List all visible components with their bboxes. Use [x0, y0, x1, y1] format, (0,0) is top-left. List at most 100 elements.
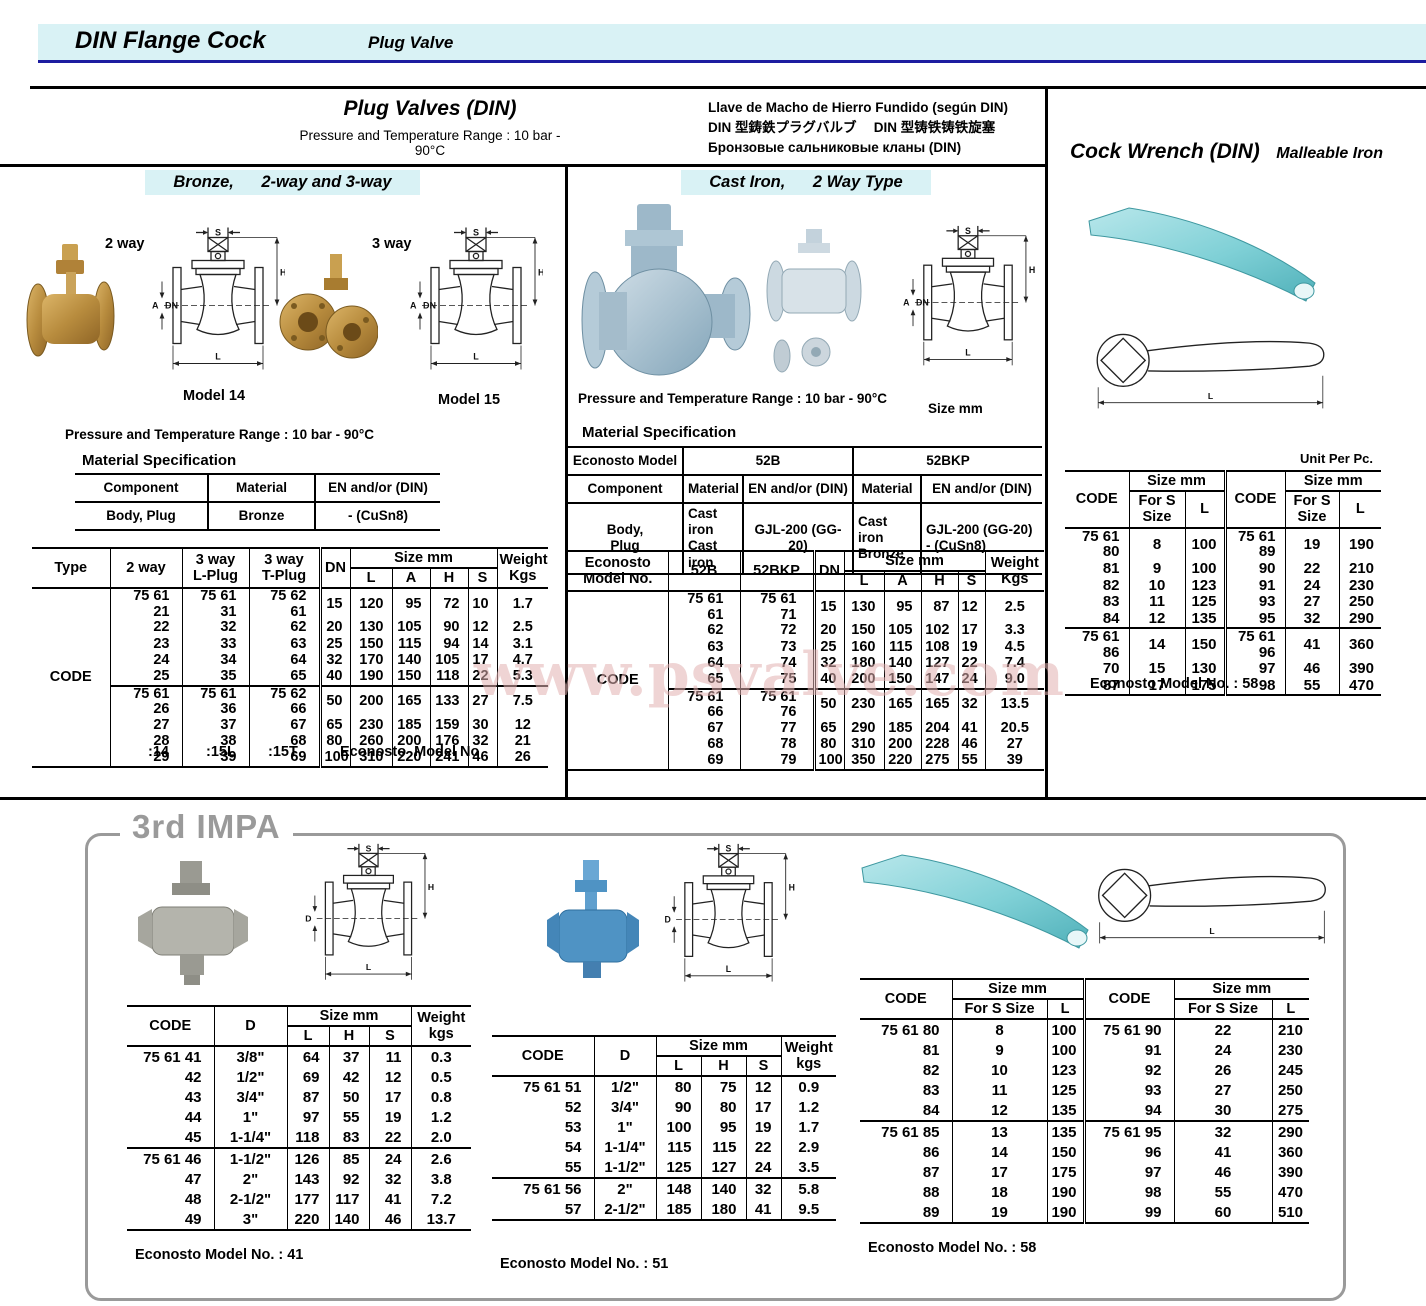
table-row: 75 61 80 8 100 75 61 89 19 190: [1065, 527, 1381, 561]
pressure-range-note: Pressure and Temperature Range : 10 bar …: [299, 128, 561, 158]
table-cell: 210: [1271, 1019, 1309, 1041]
table-cell: 133: [429, 684, 468, 718]
impa-left-drawing: S H A DN D L: [293, 840, 443, 998]
table-cell: 78: [739, 736, 814, 753]
table-cell: 81: [922, 1041, 940, 1059]
cast-pressure-note: Pressure and Temperature Range : 10 bar …: [578, 391, 888, 406]
table-cell: 50: [328, 1087, 369, 1108]
table-cell: 9.0: [984, 671, 1045, 689]
table-cell: 140: [391, 652, 430, 669]
table-cell: 75 61 61: [667, 591, 740, 623]
table-cell: 105: [429, 652, 468, 669]
valve-drawing: S H A DN D L: [664, 844, 795, 982]
table-cell: 230: [349, 717, 392, 734]
table-cell: 11: [951, 1080, 1047, 1101]
col-header-h: H: [920, 571, 958, 593]
col-header: Component: [103, 479, 179, 495]
table-cell: 2.0: [410, 1127, 471, 1149]
table-cell: 5.8: [780, 1177, 836, 1200]
table-cell: 117: [328, 1189, 369, 1210]
table-cell: 32: [368, 1169, 411, 1190]
table-row: Econosto Model No. 52B 52BKP DN Size mm …: [568, 551, 1045, 593]
table-cell: 100: [655, 1117, 701, 1138]
col-header-s: S: [467, 568, 498, 590]
table-cell: 4.7: [496, 652, 549, 669]
dim-h-label: H: [789, 882, 795, 892]
table-cell: 200: [883, 736, 921, 753]
table-cell: 22: [467, 668, 498, 686]
table-cell: 25: [109, 668, 182, 686]
wrench-subtitle: Malleable Iron: [1276, 145, 1383, 162]
table-row: 54 1-1/4" 115 115 22 2.9: [492, 1137, 836, 1158]
table-cell: 73: [739, 639, 814, 656]
col-header-fors: For S Size: [1173, 999, 1272, 1021]
col-header-size: Size mm: [951, 979, 1084, 1001]
table-cell: 82: [922, 1061, 940, 1079]
table-cell: 92: [328, 1169, 369, 1190]
col-header-h: H: [328, 1026, 369, 1048]
table-cell: 27: [984, 736, 1045, 753]
table-row: 22 32 62 20 130 105 90 12 2.5: [32, 620, 549, 637]
col-header-code: CODE: [1065, 471, 1129, 529]
table-cell: 41: [957, 720, 986, 737]
table-row: 67 77 65 290 185 204 41 20.5: [568, 720, 1045, 737]
table-cell: 77: [739, 720, 814, 737]
table-cell: 125: [1046, 1080, 1084, 1101]
table-cell: 3.1: [496, 636, 549, 653]
table-row: 82 10 123 92 26 245: [860, 1060, 1309, 1081]
table-cell: 94: [429, 636, 468, 653]
table-cell: 75 61 31: [181, 588, 249, 620]
table-row: CODE Size mm CODE Size mm: [1065, 471, 1381, 529]
dim-s-label: S: [726, 844, 732, 854]
bronze-material-title: Material Specification: [82, 452, 237, 469]
col-header-d: D: [593, 1036, 656, 1078]
table-cell: 50: [318, 684, 350, 718]
table-cell: 57: [564, 1200, 582, 1218]
col-header-fors: For S Size: [1128, 491, 1185, 529]
table-row: 69 79 100 350 220 275 55 39: [568, 752, 1045, 770]
table-cell: 12: [957, 591, 986, 623]
table-cell: 165: [883, 687, 921, 721]
table-cell: 200: [391, 733, 430, 750]
table-cell: 46: [957, 736, 986, 753]
table-cell: 7.5: [496, 684, 549, 718]
bronze-2way-photo: [26, 242, 116, 372]
col-header-d: D: [213, 1006, 287, 1048]
table-cell: 241: [429, 749, 468, 767]
table-cell: 115: [655, 1137, 701, 1158]
table-cell: 10: [951, 1060, 1047, 1081]
col-header-l: L: [843, 571, 884, 593]
table-cell: 0.8: [410, 1087, 471, 1108]
cast-material-title: Material Specification: [582, 424, 737, 441]
table-cell: 204: [920, 720, 958, 737]
table-row: 88 18 190 98 55 470: [860, 1182, 1309, 1203]
table-cell: 32: [1284, 610, 1339, 629]
table-cell: 75: [739, 671, 814, 689]
table-cell: 12: [368, 1067, 411, 1088]
table-cell: 48: [184, 1190, 202, 1208]
table-cell: 55: [328, 1107, 369, 1128]
table-cell: 15: [812, 591, 844, 623]
table-cell: 100: [1046, 1040, 1084, 1061]
table-cell: 32: [1173, 1120, 1272, 1143]
table-cell: 55: [957, 752, 986, 770]
table-row: 75 61 80 8 100 75 61 90 22 210: [860, 1019, 1309, 1041]
table-cell: 1.2: [410, 1107, 471, 1128]
table-cell: 24: [1173, 1040, 1272, 1061]
table-cell: 108: [920, 639, 958, 656]
model14-code-note: :14: [148, 744, 169, 760]
table-cell: 290: [1338, 610, 1381, 629]
wrench-econosto-note: Econosto Model No. : 58: [1090, 676, 1259, 692]
col-header-code: CODE: [1082, 979, 1174, 1021]
table-row: 84 12 135 95 32 290: [1065, 610, 1381, 629]
col-header-size: Size mm: [1173, 979, 1309, 1001]
table-cell: 8: [1128, 527, 1185, 561]
table-cell: 159: [429, 717, 468, 734]
table-row: 75 61 51 1/2" 80 75 12 0.9: [492, 1076, 836, 1098]
table-row: Component Material EN and/or (DIN) Mater…: [568, 474, 1043, 503]
table-row: 75 61 56 2" 148 140 32 5.8: [492, 1177, 836, 1200]
col-header: Component: [568, 474, 683, 503]
col-header-model: Econosto Model No.: [568, 551, 668, 593]
col-header: 52BKP: [852, 447, 1043, 475]
table-cell: 75 61 86: [1065, 627, 1129, 661]
